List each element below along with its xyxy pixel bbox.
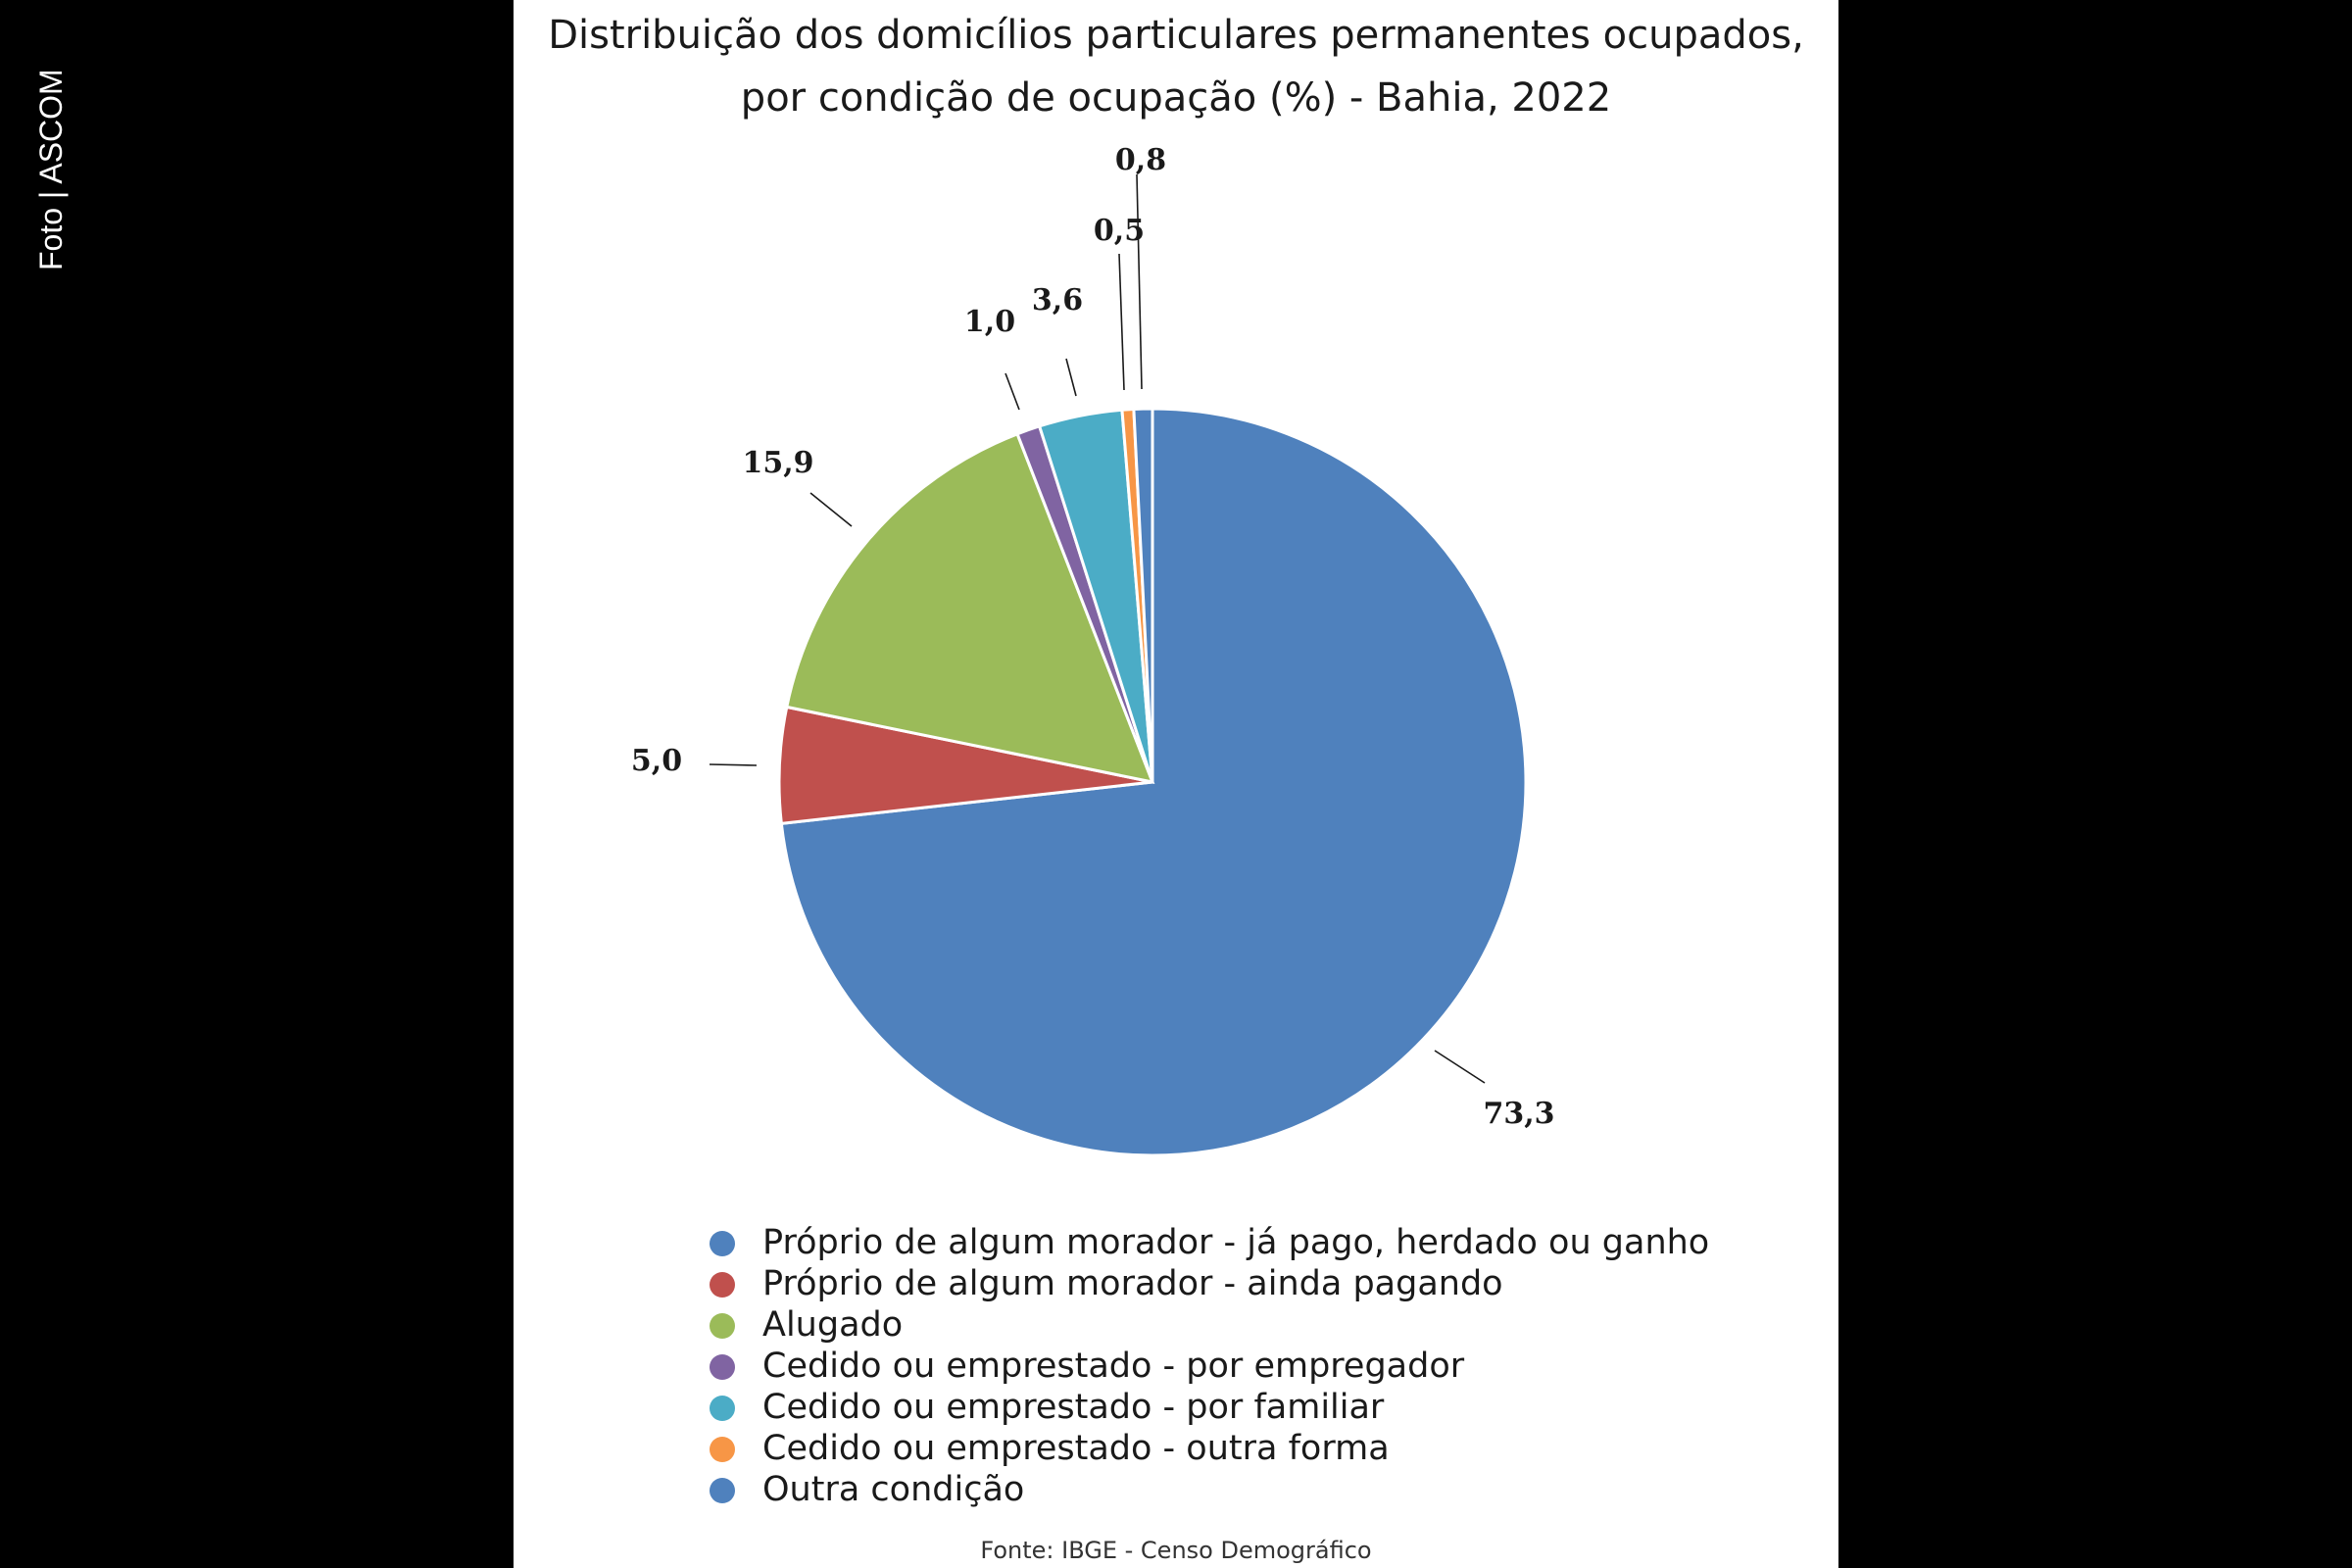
data-label-alugado: 15,9 [742, 446, 813, 480]
legend-label: Alugado [762, 1305, 904, 1345]
chart-source: Fonte: IBGE - Censo Demográfico [980, 1537, 1372, 1564]
pie-chart: 73,3 5,0 15,9 1,0 3,6 0,5 0,8 [631, 143, 1555, 1157]
legend-marker [710, 1231, 735, 1256]
legend-label: Próprio de algum morador - já pago, herd… [762, 1223, 1710, 1262]
legend-label: Cedido ou emprestado - por familiar [762, 1388, 1385, 1427]
data-label-proprio-de-algum-morador-ja-pago-herdado-ou-ganho: 73,3 [1483, 1097, 1554, 1131]
data-label-cedido-ou-emprestado-outra-forma: 0,5 [1094, 214, 1145, 248]
chart-title-line-1: Distribuição dos domicílios particulares… [548, 13, 1804, 58]
legend-label: Outra condição [762, 1470, 1025, 1509]
chart-title: Distribuição dos domicílios particulares… [514, 4, 1838, 129]
leader-line-cedido-ou-emprestado-por-empregador [1004, 372, 1020, 411]
legend-marker [710, 1437, 735, 1462]
leader-line-cedido-ou-emprestado-por-familiar [1065, 358, 1077, 397]
chart-title-line-2: por condição de ocupação (%) - Bahia, 20… [740, 75, 1612, 121]
data-label-outra-condicao: 0,8 [1115, 143, 1166, 177]
legend-marker [710, 1354, 735, 1380]
pie-slice-alugado [785, 431, 1155, 785]
data-label-cedido-ou-emprestado-por-empregador: 1,0 [964, 305, 1015, 339]
leader-line-proprio-de-algum-morador-ainda-pagando [709, 763, 758, 766]
legend-marker [710, 1272, 735, 1298]
leader-line-outra-condicao [1136, 173, 1143, 390]
data-label-proprio-de-algum-morador-ainda-pagando: 5,0 [631, 744, 682, 778]
legend-marker [710, 1396, 735, 1421]
legend-marker [710, 1313, 735, 1339]
legend-marker [710, 1478, 735, 1503]
pie-slice-outra-condicao [1132, 407, 1154, 783]
legend-label: Cedido ou emprestado - por empregador [762, 1347, 1465, 1386]
leader-line-alugado [809, 492, 853, 527]
photo-credit-watermark: Foto | ASCOM [24, 39, 82, 294]
leader-line-cedido-ou-emprestado-outra-forma [1118, 253, 1125, 391]
legend-label: Próprio de algum morador - ainda pagando [762, 1264, 1503, 1303]
leader-line-proprio-de-algum-morador-ja-pago-herdado-ou-ganho [1434, 1050, 1486, 1084]
chart-panel: Distribuição dos domicílios particulares… [514, 0, 1838, 1568]
photo-credit-text: Foto | ASCOM [33, 69, 69, 270]
data-label-cedido-ou-emprestado-por-familiar: 3,6 [1032, 283, 1083, 318]
legend-label: Cedido ou emprestado - outra forma [762, 1429, 1390, 1468]
